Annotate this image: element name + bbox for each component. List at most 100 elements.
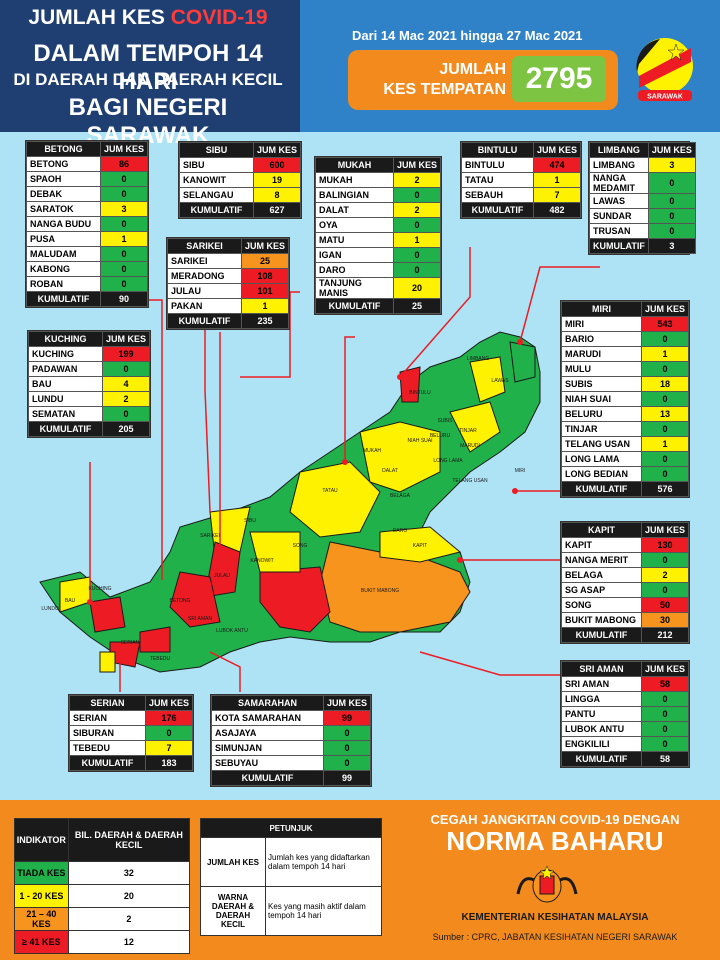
card-column-header: JUM KES <box>144 695 194 711</box>
district-row: SRI AMAN 58 <box>561 676 690 692</box>
cumulative-value: 3 <box>647 238 696 254</box>
card-column-header: JUM KES <box>640 522 690 538</box>
district-name: MALUDAM <box>26 246 101 262</box>
cumulative-value: 90 <box>99 291 149 307</box>
district-row: PUSA 1 <box>26 231 149 247</box>
map-label: MARUDI <box>460 443 480 449</box>
district-name: BELAGA <box>561 567 642 583</box>
case-count: 0 <box>99 171 149 187</box>
district-name: LIMBANG <box>589 157 649 173</box>
card-kapit: KAPIT JUM KES KAPIT 130 NANGA MERIT 0 BELAGA 2 S… <box>560 521 690 644</box>
cumulative-label: KUMULATIF <box>69 755 146 771</box>
case-count: 0 <box>99 246 149 262</box>
marker-kuching <box>87 599 93 605</box>
district-name: LONG BEDIAN <box>561 466 642 482</box>
district-name: SUNDAR <box>589 208 649 224</box>
map-label: TINJAR <box>459 428 477 434</box>
district-name: ROBAN <box>26 276 101 292</box>
card-limbang: LIMBANG JUM KES LIMBANG 3 NANGA MEDAMIT 0 LAWA… <box>588 141 696 255</box>
district-name: BETONG <box>26 156 101 172</box>
district-name: SIMUNJAN <box>211 740 324 756</box>
card-title: KUCHING <box>28 331 103 347</box>
map-label: TELANG USAN <box>452 478 488 484</box>
district-row: BINTULU 474 <box>461 157 582 173</box>
card-title: SARIKEI <box>167 238 242 254</box>
case-count: 3 <box>647 157 696 173</box>
district-row: SIBU 600 <box>179 157 302 173</box>
district-name: IGAN <box>315 247 394 263</box>
district-row: SUNDAR 0 <box>589 208 696 224</box>
map-label: LAWAS <box>491 378 509 384</box>
district-row: LONG BEDIAN 0 <box>561 466 690 482</box>
district-row: SEMATAN 0 <box>28 406 151 422</box>
legend-key: JUMLAH KES <box>200 837 266 887</box>
indicator-count: 12 <box>67 930 191 954</box>
legend-value: Kes yang masih aktif dalam tempoh 14 har… <box>265 886 382 936</box>
district-row: SEBAUH 7 <box>461 187 582 203</box>
district-row: SIMUNJAN 0 <box>211 740 372 756</box>
map-label: SRI AMAN <box>188 616 212 622</box>
district-name: LINGGA <box>561 691 642 707</box>
map-label: BUKIT MABONG <box>361 588 399 594</box>
cumulative-label: KUMULATIF <box>461 202 534 218</box>
sarawak-map: LIMBANG LAWAS MIRI MARUDI SUBIS BINTULU TATAU M… <box>39 247 600 692</box>
district-row: SPAOH 0 <box>26 171 149 187</box>
district-name: DEBAK <box>26 186 101 202</box>
total-cases-box: JUMLAH KES TEMPATAN 2795 <box>348 50 618 110</box>
district-row: TELANG USAN 1 <box>561 436 690 452</box>
district-name: SARIKEI <box>167 253 242 269</box>
card-title: SERIAN <box>69 695 146 711</box>
marker-bintulu <box>397 374 403 380</box>
cumulative-label: KUMULATIF <box>211 770 324 786</box>
indicator-label: TIADA KES <box>14 861 69 885</box>
district-name: PUSA <box>26 231 101 247</box>
district-name: ASAJAYA <box>211 725 324 741</box>
card-column-header: JUM KES <box>240 238 290 254</box>
case-count: 1 <box>240 298 290 314</box>
district-row: LIMBANG 3 <box>589 157 696 173</box>
district-name: MARUDI <box>561 346 642 362</box>
malaysia-crest-icon <box>516 865 578 903</box>
case-count: 0 <box>640 391 690 407</box>
case-count: 0 <box>640 706 690 722</box>
district-name: BARIO <box>561 331 642 347</box>
legend-key: WARNA DAERAH & DAERAH KECIL <box>200 886 266 936</box>
district-name: BINTULU <box>461 157 534 173</box>
district-name: KANOWIT <box>179 172 254 188</box>
cumulative-value: 576 <box>640 481 690 497</box>
cumulative-value: 25 <box>392 298 442 314</box>
card-column-header: JUM KES <box>392 157 442 173</box>
district-name: TANJUNG MANIS <box>315 277 394 299</box>
district-row: MERADONG 108 <box>167 268 290 284</box>
marker-limbang <box>517 339 523 345</box>
case-count: 543 <box>640 316 690 332</box>
district-row: MATU 1 <box>315 232 442 248</box>
district-name: LUBOK ANTU <box>561 721 642 737</box>
case-count: 0 <box>99 186 149 202</box>
cumulative-label: KUMULATIF <box>561 481 642 497</box>
case-count: 176 <box>144 710 194 726</box>
district-name: MERADONG <box>167 268 242 284</box>
map-label: DALAT <box>382 468 398 474</box>
indicator-header: INDIKATOR <box>14 818 69 862</box>
case-count: 4 <box>101 376 151 392</box>
district-row: DALAT 2 <box>315 202 442 218</box>
case-count: 1 <box>640 436 690 452</box>
map-label: TATAU <box>322 488 338 494</box>
map-label: KANOWIT <box>250 558 273 564</box>
district-name: DARO <box>315 262 394 278</box>
title-line-1: JUMLAH KES COVID-19 <box>28 6 268 29</box>
district-row: KOTA SAMARAHAN 99 <box>211 710 372 726</box>
case-count: 600 <box>252 157 302 173</box>
card-column-header: JUM KES <box>99 141 149 157</box>
district-row: OYA 0 <box>315 217 442 233</box>
card-bintulu: BINTULU JUM KES BINTULU 474 TATAU 1 SEBAUH 7 KUM… <box>460 141 582 219</box>
district-row: MARUDI 1 <box>561 346 690 362</box>
indicator-table: INDIKATOR BIL. DAERAH & DAERAH KECIL TIAD… <box>14 818 191 954</box>
map-label: LIMBANG <box>467 356 490 362</box>
case-count: 0 <box>392 187 442 203</box>
case-count: 0 <box>647 172 696 194</box>
card-sibu: SIBU JUM KES SIBU 600 KANOWIT 19 SELANGAU 8 KUMU… <box>178 141 302 219</box>
district-name: TRUSAN <box>589 223 649 239</box>
district-row: MIRI 543 <box>561 316 690 332</box>
